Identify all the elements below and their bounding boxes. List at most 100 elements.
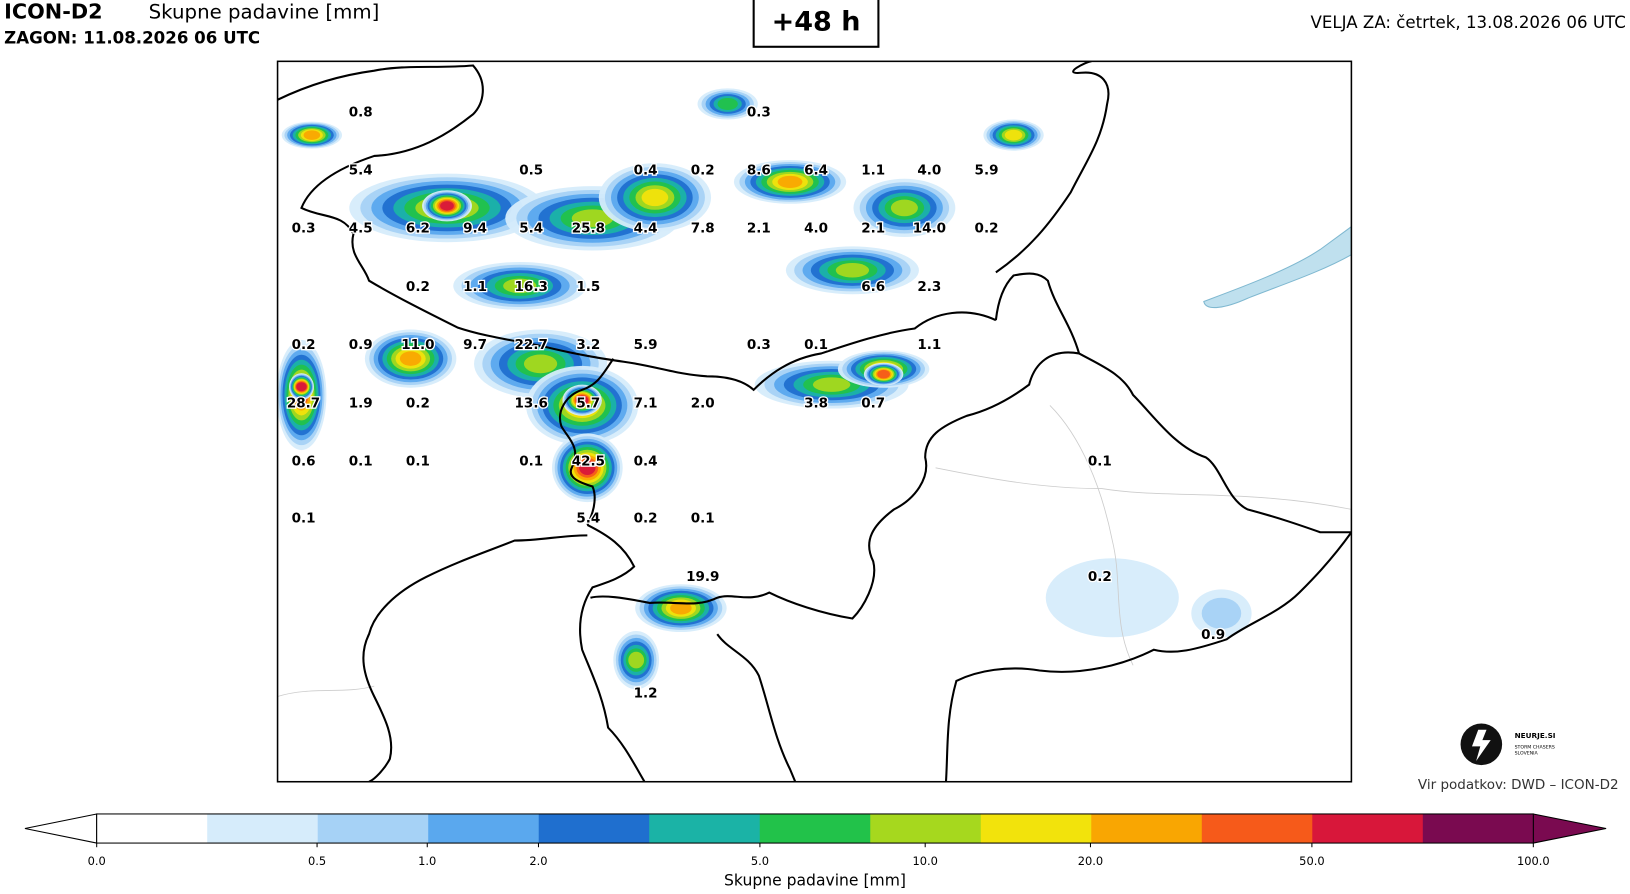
precip-area: [877, 369, 890, 379]
precip-area: [399, 351, 422, 366]
precip-value: 0.8: [349, 104, 373, 120]
precip-value: 2.0: [691, 395, 715, 411]
precip-value: 1.5: [576, 279, 600, 295]
borders: [277, 61, 1352, 782]
precip-value: 6.2: [406, 221, 430, 237]
precip-value: 4.5: [349, 221, 373, 237]
precip-area: [1004, 129, 1023, 141]
precip-value: 11.0: [401, 337, 434, 353]
precip-value: 0.1: [804, 337, 828, 353]
colorbar-segment: [1422, 813, 1534, 844]
precip-area: [575, 395, 589, 405]
precip-area: [523, 354, 558, 374]
colorbar-outline: [96, 813, 1534, 844]
precip-value: 0.1: [691, 511, 715, 527]
precip-area: [812, 377, 851, 392]
precip-value: 0.2: [292, 337, 316, 353]
run-time: ZAGON: 11.08.2026 06 UTC: [4, 29, 260, 48]
colorbar-segment: [870, 813, 982, 844]
logo-name: NEURJE.SI: [1515, 731, 1556, 740]
map-labels: 0.8 0.3 5.4 0.5 0.4 0.2 8.6 6.4 1.1 4.0 5.9 0.3 4.5 6…: [286, 103, 1227, 703]
colorbar-extend: [1532, 813, 1607, 844]
precip-value: 0.3: [747, 104, 771, 120]
lead-box: [752, 0, 880, 48]
precip-area: [890, 199, 918, 217]
precip-area: [303, 130, 321, 140]
colorbar-segment: [1091, 813, 1203, 844]
precip-value: 0.6: [292, 454, 316, 470]
lead-time: +48 h: [772, 6, 861, 37]
precip-value: 5.4: [349, 162, 373, 178]
precip-value: 0.1: [349, 454, 373, 470]
colorbar-extend: [24, 813, 98, 844]
precip-value: 42.5: [572, 454, 605, 470]
colorbar-tick-label: 0.5: [308, 854, 326, 868]
precip-value: 6.4: [804, 162, 828, 178]
colorbar-tick-label: 2.0: [529, 854, 547, 868]
precip-area: [579, 460, 596, 475]
precip-value: 4.4: [634, 221, 658, 237]
precip-value: 3.2: [576, 337, 600, 353]
colorbar-segment: [980, 813, 1092, 844]
colorbar-tick-label: 10.0: [912, 854, 937, 868]
colorbar-tick-label: 50.0: [1299, 854, 1324, 868]
precip-value: 0.4: [634, 454, 658, 470]
precip-value: 7.8: [691, 221, 715, 237]
precip-area: [440, 201, 454, 211]
precip-value: 7.1: [634, 395, 658, 411]
colorbar-segment: [538, 813, 650, 844]
precip-value: 0.2: [975, 221, 999, 237]
colorbar-label: Skupne padavine [mm]: [724, 872, 906, 890]
colorbar-tick-label: 0.0: [88, 854, 106, 868]
precip-value: 0.1: [406, 454, 430, 470]
precip-value: 0.2: [406, 395, 430, 411]
admin-lines: [277, 405, 1352, 697]
valid-time: VELJA ZA: četrtek, 13.08.2026 06 UTC: [1311, 13, 1626, 32]
precip-value: 0.9: [1201, 627, 1225, 643]
map-area: 0.8 0.3 5.4 0.5 0.4 0.2 8.6 6.4 1.1 4.0 5.9 0.3 4.5 6…: [277, 61, 1352, 782]
precip-value: 6.6: [861, 279, 885, 295]
precip-value: 0.9: [349, 337, 373, 353]
logo: NEURJE.SI STORM CHASERS SLOVENIA: [1460, 723, 1556, 766]
colorbar-segment: [649, 813, 761, 844]
precip-value: 14.0: [913, 221, 946, 237]
precip-value: 9.4: [463, 221, 487, 237]
precip-value: 0.1: [292, 511, 316, 527]
precip-value: 5.4: [576, 511, 600, 527]
precip-value: 1.1: [917, 337, 941, 353]
precip-value: 0.2: [1088, 569, 1112, 585]
colorbar-tick-label: 20.0: [1078, 854, 1103, 868]
precip-area: [628, 651, 645, 669]
precip-value: 0.5: [519, 162, 543, 178]
colorbar-tick-label: 1.0: [418, 854, 436, 868]
precip-area: [717, 97, 738, 110]
precip-area: [670, 601, 692, 615]
colorbar-segment: [1201, 813, 1313, 844]
precip-value: 0.7: [861, 395, 885, 411]
precip-value: 9.7: [463, 337, 487, 353]
precip-area: [835, 263, 870, 278]
precip-area: [777, 175, 803, 188]
product-name: Skupne padavine [mm]: [149, 1, 380, 24]
precip-area: [571, 209, 614, 228]
precip-value: 3.8: [804, 395, 828, 411]
colorbar-segment: [428, 813, 540, 844]
colorbar: 0.0 0.5 1.0 2.0 5.0 10.0 20.0 50.0 100.0: [24, 813, 1607, 868]
colorbar-tick-label: 5.0: [751, 854, 769, 868]
logo-bolt: [1471, 729, 1491, 761]
precip-value: 5.4: [519, 221, 543, 237]
precip-value: 28.7: [287, 395, 320, 411]
precip-value: 1.1: [463, 279, 487, 295]
precip-value: 0.3: [747, 337, 771, 353]
colorbar-segment: [1312, 813, 1424, 844]
precip-value: 0.2: [691, 162, 715, 178]
colorbar-segment: [96, 813, 208, 844]
map-frame: [276, 60, 1353, 783]
precip-value: 2.1: [861, 221, 885, 237]
precip-value: 5.9: [975, 162, 999, 178]
precip-value: 1.9: [349, 395, 373, 411]
precip-value: 8.6: [747, 162, 771, 178]
precip-area: [641, 188, 669, 207]
precip-value: 5.7: [576, 395, 600, 411]
